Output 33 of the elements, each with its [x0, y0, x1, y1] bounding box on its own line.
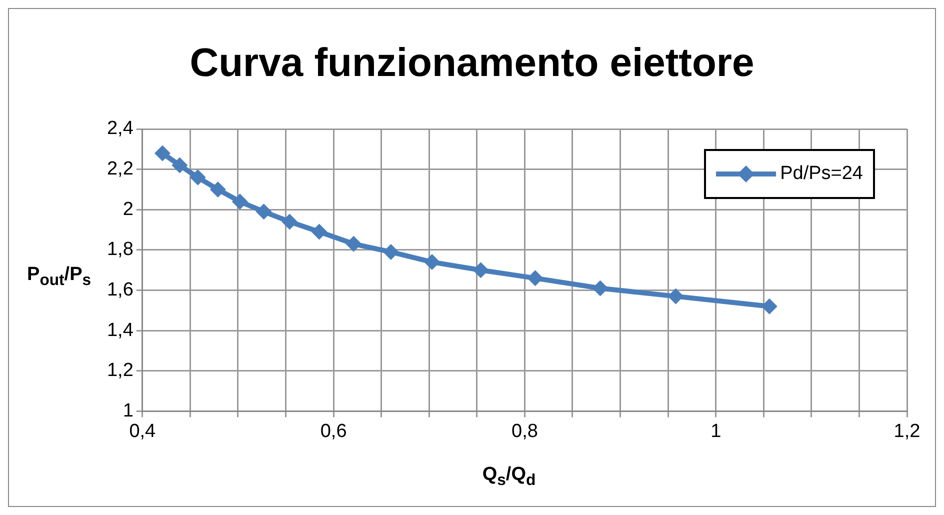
y-tick-label: 2: [122, 198, 134, 220]
x-axis-title: Q$_{s}$/Q$_{d}$: [481, 464, 537, 490]
x-tick-label: 1,2: [894, 420, 920, 442]
point: [232, 194, 248, 210]
y-tick-label: 1,4: [106, 320, 134, 341]
y-tick-label: 1,2: [106, 360, 134, 382]
x-tick-label: 0,6: [320, 420, 347, 442]
y-tick-label: 2,2: [106, 158, 134, 180]
point: [527, 270, 544, 286]
point: [282, 214, 298, 230]
y-tick-label: 1: [122, 400, 134, 422]
point: [210, 181, 226, 198]
chart-title: Curva funzionamento eiettore: [188, 41, 756, 86]
y-tick-label: 1,8: [106, 239, 134, 260]
point: [256, 204, 272, 220]
x-tick-label: 0,4: [129, 420, 156, 442]
point: [154, 145, 170, 162]
point: [424, 254, 440, 270]
x-tick-label: 1: [710, 420, 722, 442]
y-tick-label: 2,4: [106, 118, 134, 140]
point: [190, 169, 206, 186]
point: [311, 224, 328, 240]
point: [172, 157, 188, 174]
y-tick-label: 1,6: [106, 279, 134, 300]
y-axis-title: P$_{out}$/P$_{s}$: [27, 264, 92, 290]
point: [382, 244, 399, 260]
point: [472, 262, 489, 278]
legend-label: Pd/Ps=24: [780, 163, 863, 185]
x-tick-label: 0,8: [511, 420, 538, 442]
point: [592, 280, 608, 296]
point: [668, 288, 684, 304]
point: [346, 236, 362, 252]
point: [761, 298, 778, 314]
